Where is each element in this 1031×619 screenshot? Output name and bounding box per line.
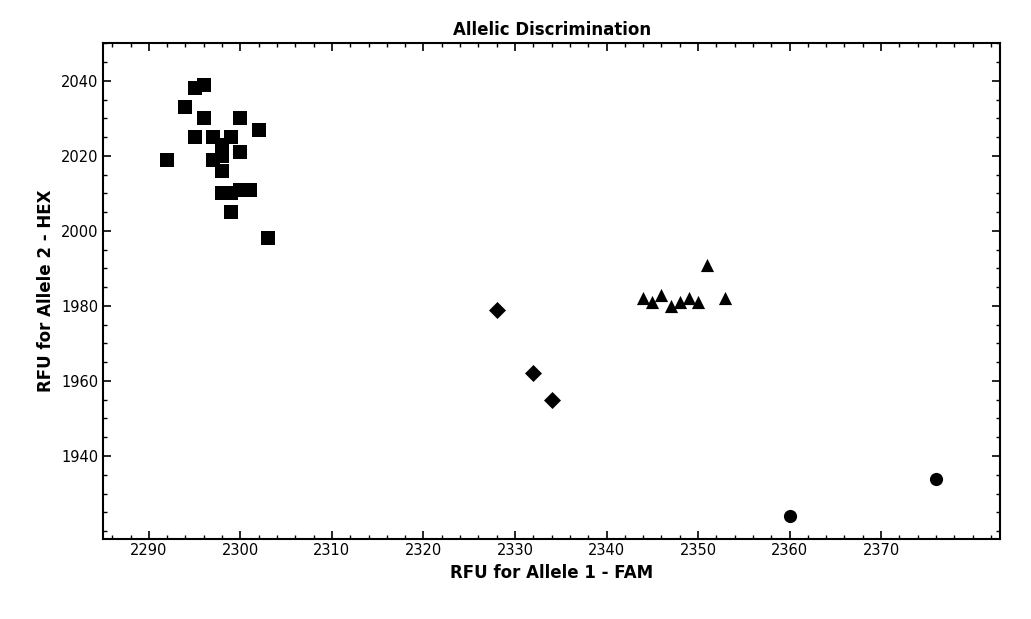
Point — [213, 151, 230, 161]
Point — [718, 293, 734, 303]
Point — [196, 113, 212, 123]
Y-axis label: RFU for Allele 2 - HEX: RFU for Allele 2 - HEX — [37, 189, 56, 392]
Point — [654, 290, 670, 300]
Point — [223, 132, 239, 142]
Point — [543, 395, 560, 405]
Point — [223, 188, 239, 198]
Point — [690, 297, 706, 307]
Point — [662, 301, 678, 311]
Point — [699, 260, 716, 270]
Point — [177, 102, 194, 112]
Point — [159, 155, 175, 165]
Point — [213, 140, 230, 150]
Title: Allelic Discrimination: Allelic Discrimination — [453, 21, 651, 39]
Point — [213, 188, 230, 198]
Point — [187, 84, 203, 93]
Point — [232, 147, 248, 157]
Point — [644, 297, 661, 307]
Point — [635, 293, 652, 303]
Point — [213, 166, 230, 176]
Point — [525, 368, 541, 378]
Point — [781, 511, 798, 521]
Point — [671, 297, 688, 307]
Point — [232, 184, 248, 194]
Point — [251, 124, 267, 134]
Point — [196, 80, 212, 90]
Point — [489, 305, 505, 314]
Point — [223, 207, 239, 217]
Point — [241, 184, 258, 194]
Point — [680, 293, 697, 303]
Point — [260, 233, 276, 243]
Point — [205, 132, 222, 142]
Point — [928, 474, 944, 483]
Point — [232, 113, 248, 123]
X-axis label: RFU for Allele 1 - FAM: RFU for Allele 1 - FAM — [450, 564, 654, 582]
Point — [187, 132, 203, 142]
Point — [205, 155, 222, 165]
